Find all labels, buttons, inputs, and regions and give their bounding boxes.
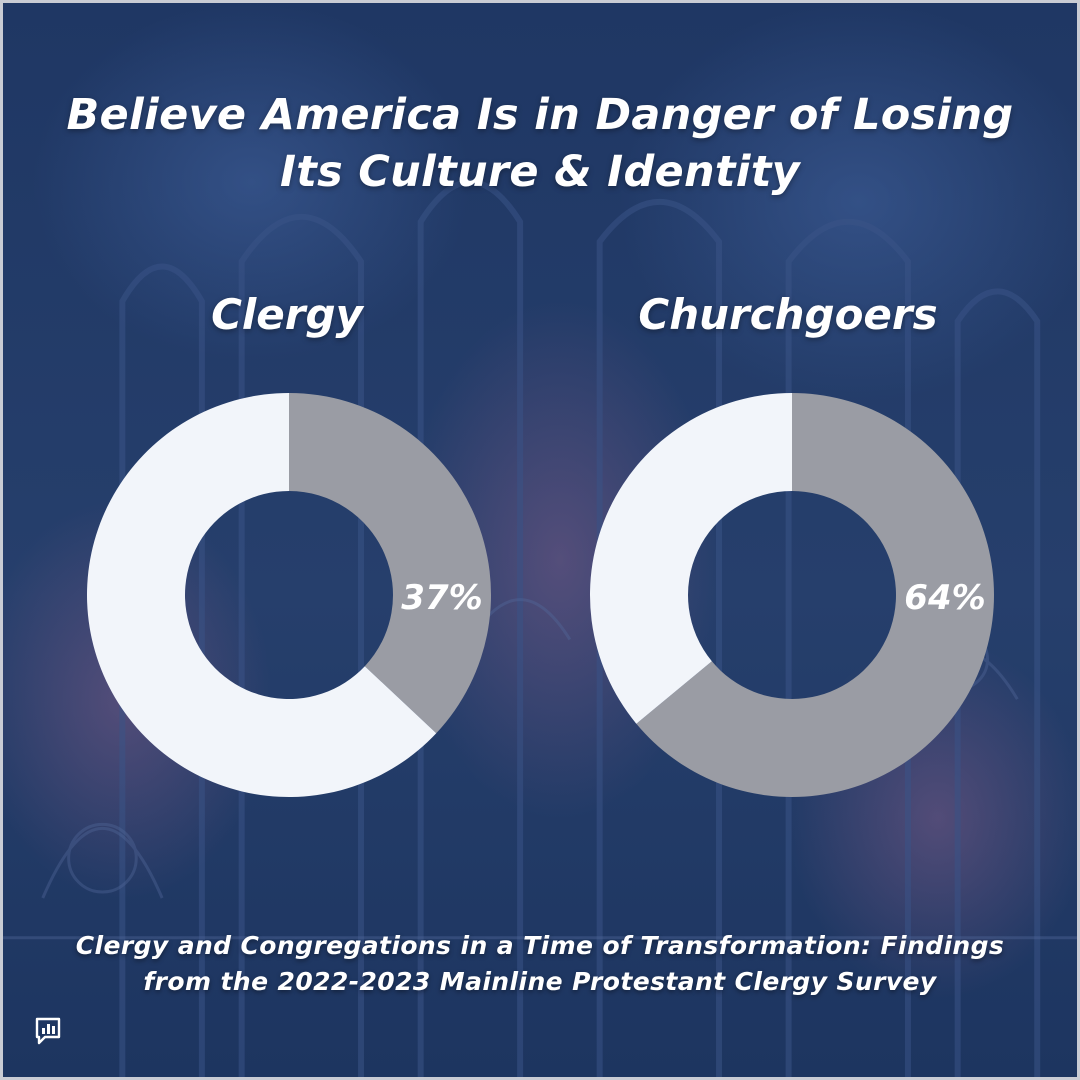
clergy-value-slice [289,393,491,734]
churchgoers-remainder-slice [590,393,792,724]
churchgoers-donut-chart: 64% [590,393,994,797]
clergy-remainder-slice [86,393,437,797]
source-citation-line-2: from the 2022-2023 Mainline Protestant C… [143,967,937,996]
chart-title-line-2: Its Culture & Identity [279,147,801,197]
chart-title: Believe America Is in Danger of Losing I… [43,87,1037,201]
bar-chart-speech-bubble-icon [35,1017,61,1045]
clergy-value-label: 37% [401,578,482,618]
source-citation-line-1: Clergy and Congregations in a Time of Tr… [75,931,1005,960]
clergy-chart-title: Clergy [211,290,363,339]
churchgoers-value-slice [636,393,994,797]
churchgoers-chart-title: Churchgoers [638,290,938,339]
chart-title-line-1: Believe America Is in Danger of Losing [66,90,1014,140]
churchgoers-value-label: 64% [904,578,985,618]
source-citation: Clergy and Congregations in a Time of Tr… [43,928,1037,1000]
clergy-donut-chart: 37% [86,393,491,797]
